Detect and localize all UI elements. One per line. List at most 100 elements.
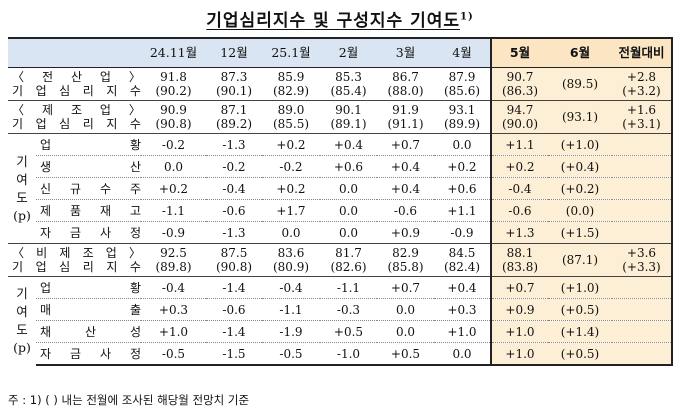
index-value: 81.7 (82.6) xyxy=(320,243,377,277)
table-title: 기업심리지수 및 구성지수 기여도1) xyxy=(0,6,680,31)
contribution-value: +0.6 xyxy=(320,155,377,178)
section-row: 〈 전 산 업 〉 기 업 심 리 지 수 91.8 (90.2) 87.3 (90.1) 85.9(… xyxy=(8,67,673,101)
contribution-value: -0.6 xyxy=(490,199,548,222)
contribution-value: 0.0 xyxy=(377,298,434,321)
contribution-value: -1.1 xyxy=(262,298,320,321)
index-value: 86.7 (88.0) xyxy=(377,67,434,101)
contribution-value: -0.4 xyxy=(141,276,206,299)
jun-contribution: (+0.5) xyxy=(548,298,612,321)
contribution-value: -0.6 xyxy=(206,298,262,321)
contribution-value: +1.0 xyxy=(490,320,548,343)
contribution-row: 자 금 사 정 -0.5 -1.5 -0.5 -1.0 +0.5 0.0 +1.0 (+0.5) xyxy=(8,342,673,366)
contribution-value: 0.0 xyxy=(320,199,377,222)
index-value: 90.7 (86.3) xyxy=(490,67,548,101)
contribution-value: -0.5 xyxy=(262,342,320,366)
contribution-value: +0.4 xyxy=(434,276,491,299)
index-value: 90.1 (89.1) xyxy=(320,100,377,134)
section-label: 〈 제 조 업 〉 기 업 심 리 지 수 xyxy=(8,100,141,134)
header-month: 2월 xyxy=(320,37,377,68)
title-text: 기업심리지수 및 구성지수 기여도 xyxy=(206,11,460,31)
jun-forecast: (87.1) xyxy=(548,243,612,277)
jun-forecast: (93.1) xyxy=(548,100,612,134)
contribution-value: 0.0 xyxy=(434,342,491,366)
mom-blank xyxy=(612,342,673,366)
contribution-value: 0.0 xyxy=(320,221,377,244)
contribution-value: -1.3 xyxy=(206,221,262,244)
index-value: 91.9 (91.1) xyxy=(377,100,434,134)
mom-blank xyxy=(612,320,673,343)
contribution-value: +0.4 xyxy=(377,155,434,178)
contribution-side-label: 기 여 도 (p) xyxy=(8,276,36,365)
contribution-value: -0.3 xyxy=(320,298,377,321)
contribution-value: -1.1 xyxy=(320,276,377,299)
mom-change: +3.6 (+3.3) xyxy=(612,243,673,277)
contribution-value: -0.4 xyxy=(490,177,548,200)
contribution-value: -0.6 xyxy=(377,199,434,222)
contribution-value: 0.0 xyxy=(434,133,491,156)
contribution-value: +0.7 xyxy=(377,276,434,299)
index-value: 87.9 (85.6) xyxy=(434,67,491,101)
title-footnote-mark: 1) xyxy=(460,11,474,23)
contribution-value: +0.3 xyxy=(141,298,206,321)
mom-blank xyxy=(612,177,673,200)
header-month: 12월 xyxy=(206,37,262,68)
index-value: 94.7 (90.0) xyxy=(490,100,548,134)
mom-blank xyxy=(612,276,673,299)
contribution-value: -1.4 xyxy=(206,320,262,343)
contribution-value: -0.6 xyxy=(206,199,262,222)
section-row: 〈 비 제 조 업 〉 기 업 심 리 지 수 92.5 (89.8) 87.5 (90.8) 83.… xyxy=(8,243,673,277)
contribution-value: -1.3 xyxy=(206,133,262,156)
header-month: 24.11월 xyxy=(141,37,206,68)
contribution-value: 0.0 xyxy=(377,320,434,343)
jun-contribution: (+1.5) xyxy=(548,221,612,244)
contribution-value: +0.5 xyxy=(377,342,434,366)
index-value: 83.6 (80.9) xyxy=(262,243,320,277)
contribution-row: 매 출 +0.3 -0.6 -1.1 -0.3 0.0 +0.3 +0.9 (+0.5) xyxy=(8,298,673,321)
mom-blank xyxy=(612,221,673,244)
index-value: 90.9 (90.8) xyxy=(141,100,206,134)
index-value: 92.5 (89.8) xyxy=(141,243,206,277)
contribution-value: +1.7 xyxy=(262,199,320,222)
footnote: 주 : 1) ( ) 내는 전월에 조사된 해당월 전망치 기준 xyxy=(8,393,250,407)
contribution-value: +0.2 xyxy=(262,133,320,156)
contribution-row: 자 금 사 정 -0.9 -1.3 0.0 0.0 +0.9 -0.9 +1.3 (+1.5) xyxy=(8,221,673,244)
contribution-value: 0.0 xyxy=(262,221,320,244)
contribution-value: +0.9 xyxy=(377,221,434,244)
mom-blank xyxy=(612,155,673,178)
index-value: 88.1 (83.8) xyxy=(490,243,548,277)
contribution-value: +1.0 xyxy=(141,320,206,343)
contribution-value: -0.2 xyxy=(206,155,262,178)
index-value: 82.9 (85.8) xyxy=(377,243,434,277)
contribution-value: +1.3 xyxy=(490,221,548,244)
index-value: 93.1 (89.9) xyxy=(434,100,491,134)
header-jun: 6월 xyxy=(548,37,612,68)
header-month: 4월 xyxy=(434,37,491,68)
contribution-value: +0.4 xyxy=(377,177,434,200)
contribution-value: -1.9 xyxy=(262,320,320,343)
contribution-value: +1.1 xyxy=(434,199,491,222)
contribution-row: 신 규 수 주 +0.2 -0.4 +0.2 0.0 +0.4 +0.6 -0.4 (+0.2) xyxy=(8,177,673,200)
contribution-value: 0.0 xyxy=(141,155,206,178)
mom-blank xyxy=(612,298,673,321)
header-month: 25.1월 xyxy=(262,37,320,68)
jun-contribution: (0.0) xyxy=(548,199,612,222)
contribution-value: -0.4 xyxy=(262,276,320,299)
contribution-value: -0.9 xyxy=(434,221,491,244)
section-label: 〈 비 제 조 업 〉 기 업 심 리 지 수 xyxy=(8,243,141,277)
contribution-row: 채 산 성 +1.0 -1.4 -1.9 +0.5 0.0 +1.0 +1.0 (+1.4) xyxy=(8,320,673,343)
contribution-value: 0.0 xyxy=(320,177,377,200)
header-corner xyxy=(8,37,141,68)
contribution-value: -0.4 xyxy=(206,177,262,200)
contribution-value: -1.1 xyxy=(141,199,206,222)
jun-contribution: (+0.2) xyxy=(548,177,612,200)
section-label: 〈 전 산 업 〉 기 업 심 리 지 수 xyxy=(8,67,141,101)
index-value: 91.8 (90.2) xyxy=(141,67,206,101)
contribution-value: +0.2 xyxy=(490,155,548,178)
